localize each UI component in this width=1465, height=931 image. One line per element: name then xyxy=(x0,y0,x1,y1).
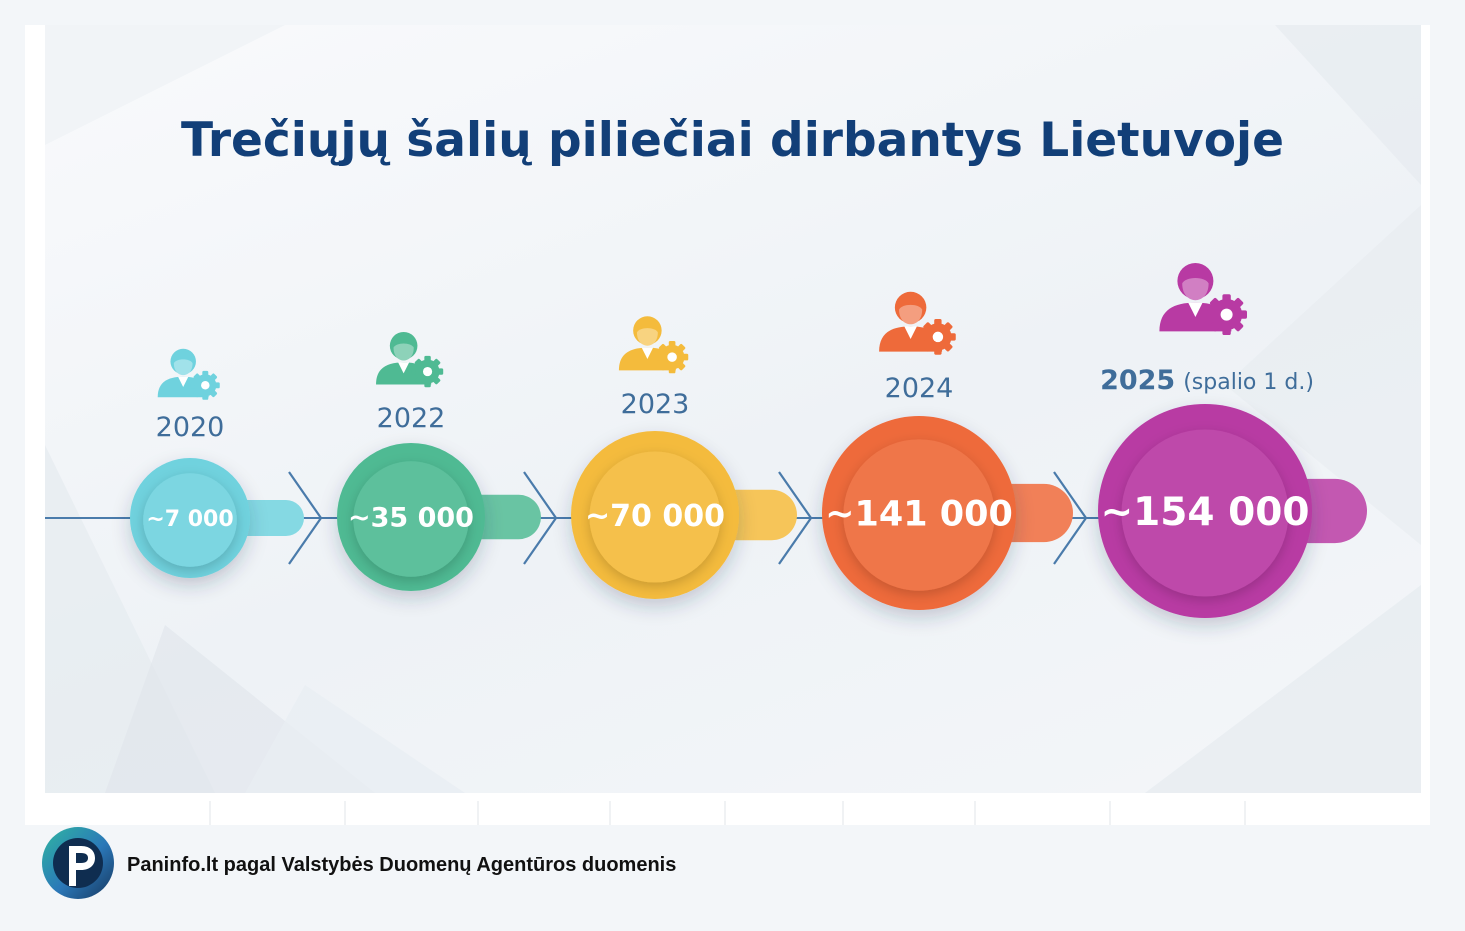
node-inner-circle xyxy=(1121,429,1289,597)
timeline-node-2025: ~154 000 2025 (spalio 1 d.) xyxy=(1098,263,1367,618)
timeline-node-2023: ~70 000 2023 xyxy=(571,316,797,599)
value-label: ~154 000 xyxy=(1100,490,1309,535)
value-label: ~7 000 xyxy=(146,507,233,532)
year-label: 2022 xyxy=(377,403,446,434)
chart-title: Trečiųjų šalių piliečiai dirbantys Lietu… xyxy=(180,113,1285,168)
node-inner-circle xyxy=(143,473,237,567)
value-label: ~35 000 xyxy=(348,503,474,534)
year-label: 2020 xyxy=(156,412,225,443)
year-label: 2023 xyxy=(621,389,690,420)
node-inner-circle xyxy=(843,439,995,591)
timeline-chevron xyxy=(778,471,813,565)
timeline-chevron xyxy=(288,471,323,565)
worker-with-gear-icon xyxy=(1159,263,1248,335)
bottom-tick-strip xyxy=(209,801,1246,825)
node-inner-circle xyxy=(353,461,469,577)
node-inner-circle xyxy=(589,451,721,583)
timeline-node-2020: ~7 000 2020 xyxy=(130,348,304,578)
paninfo-logo-icon xyxy=(42,827,114,899)
worker-with-gear-icon xyxy=(376,332,444,388)
source-caption: Paninfo.lt pagal Valstybės Duomenų Agent… xyxy=(127,854,677,876)
timeline-chevron xyxy=(523,471,558,565)
value-label: ~141 000 xyxy=(825,495,1013,535)
background-polygons xyxy=(45,25,1421,793)
year-label: 2025 (spalio 1 d.) xyxy=(1100,365,1314,396)
worker-with-gear-icon xyxy=(618,316,689,374)
timeline-node-2022: ~35 000 2022 xyxy=(337,332,541,591)
timeline-chevron xyxy=(1053,471,1088,565)
value-label: ~70 000 xyxy=(585,499,725,534)
worker-with-gear-icon xyxy=(157,348,220,400)
timeline-node-2024: ~141 000 2024 xyxy=(822,291,1073,610)
year-label: 2024 xyxy=(885,373,954,404)
worker-with-gear-icon xyxy=(879,291,956,355)
